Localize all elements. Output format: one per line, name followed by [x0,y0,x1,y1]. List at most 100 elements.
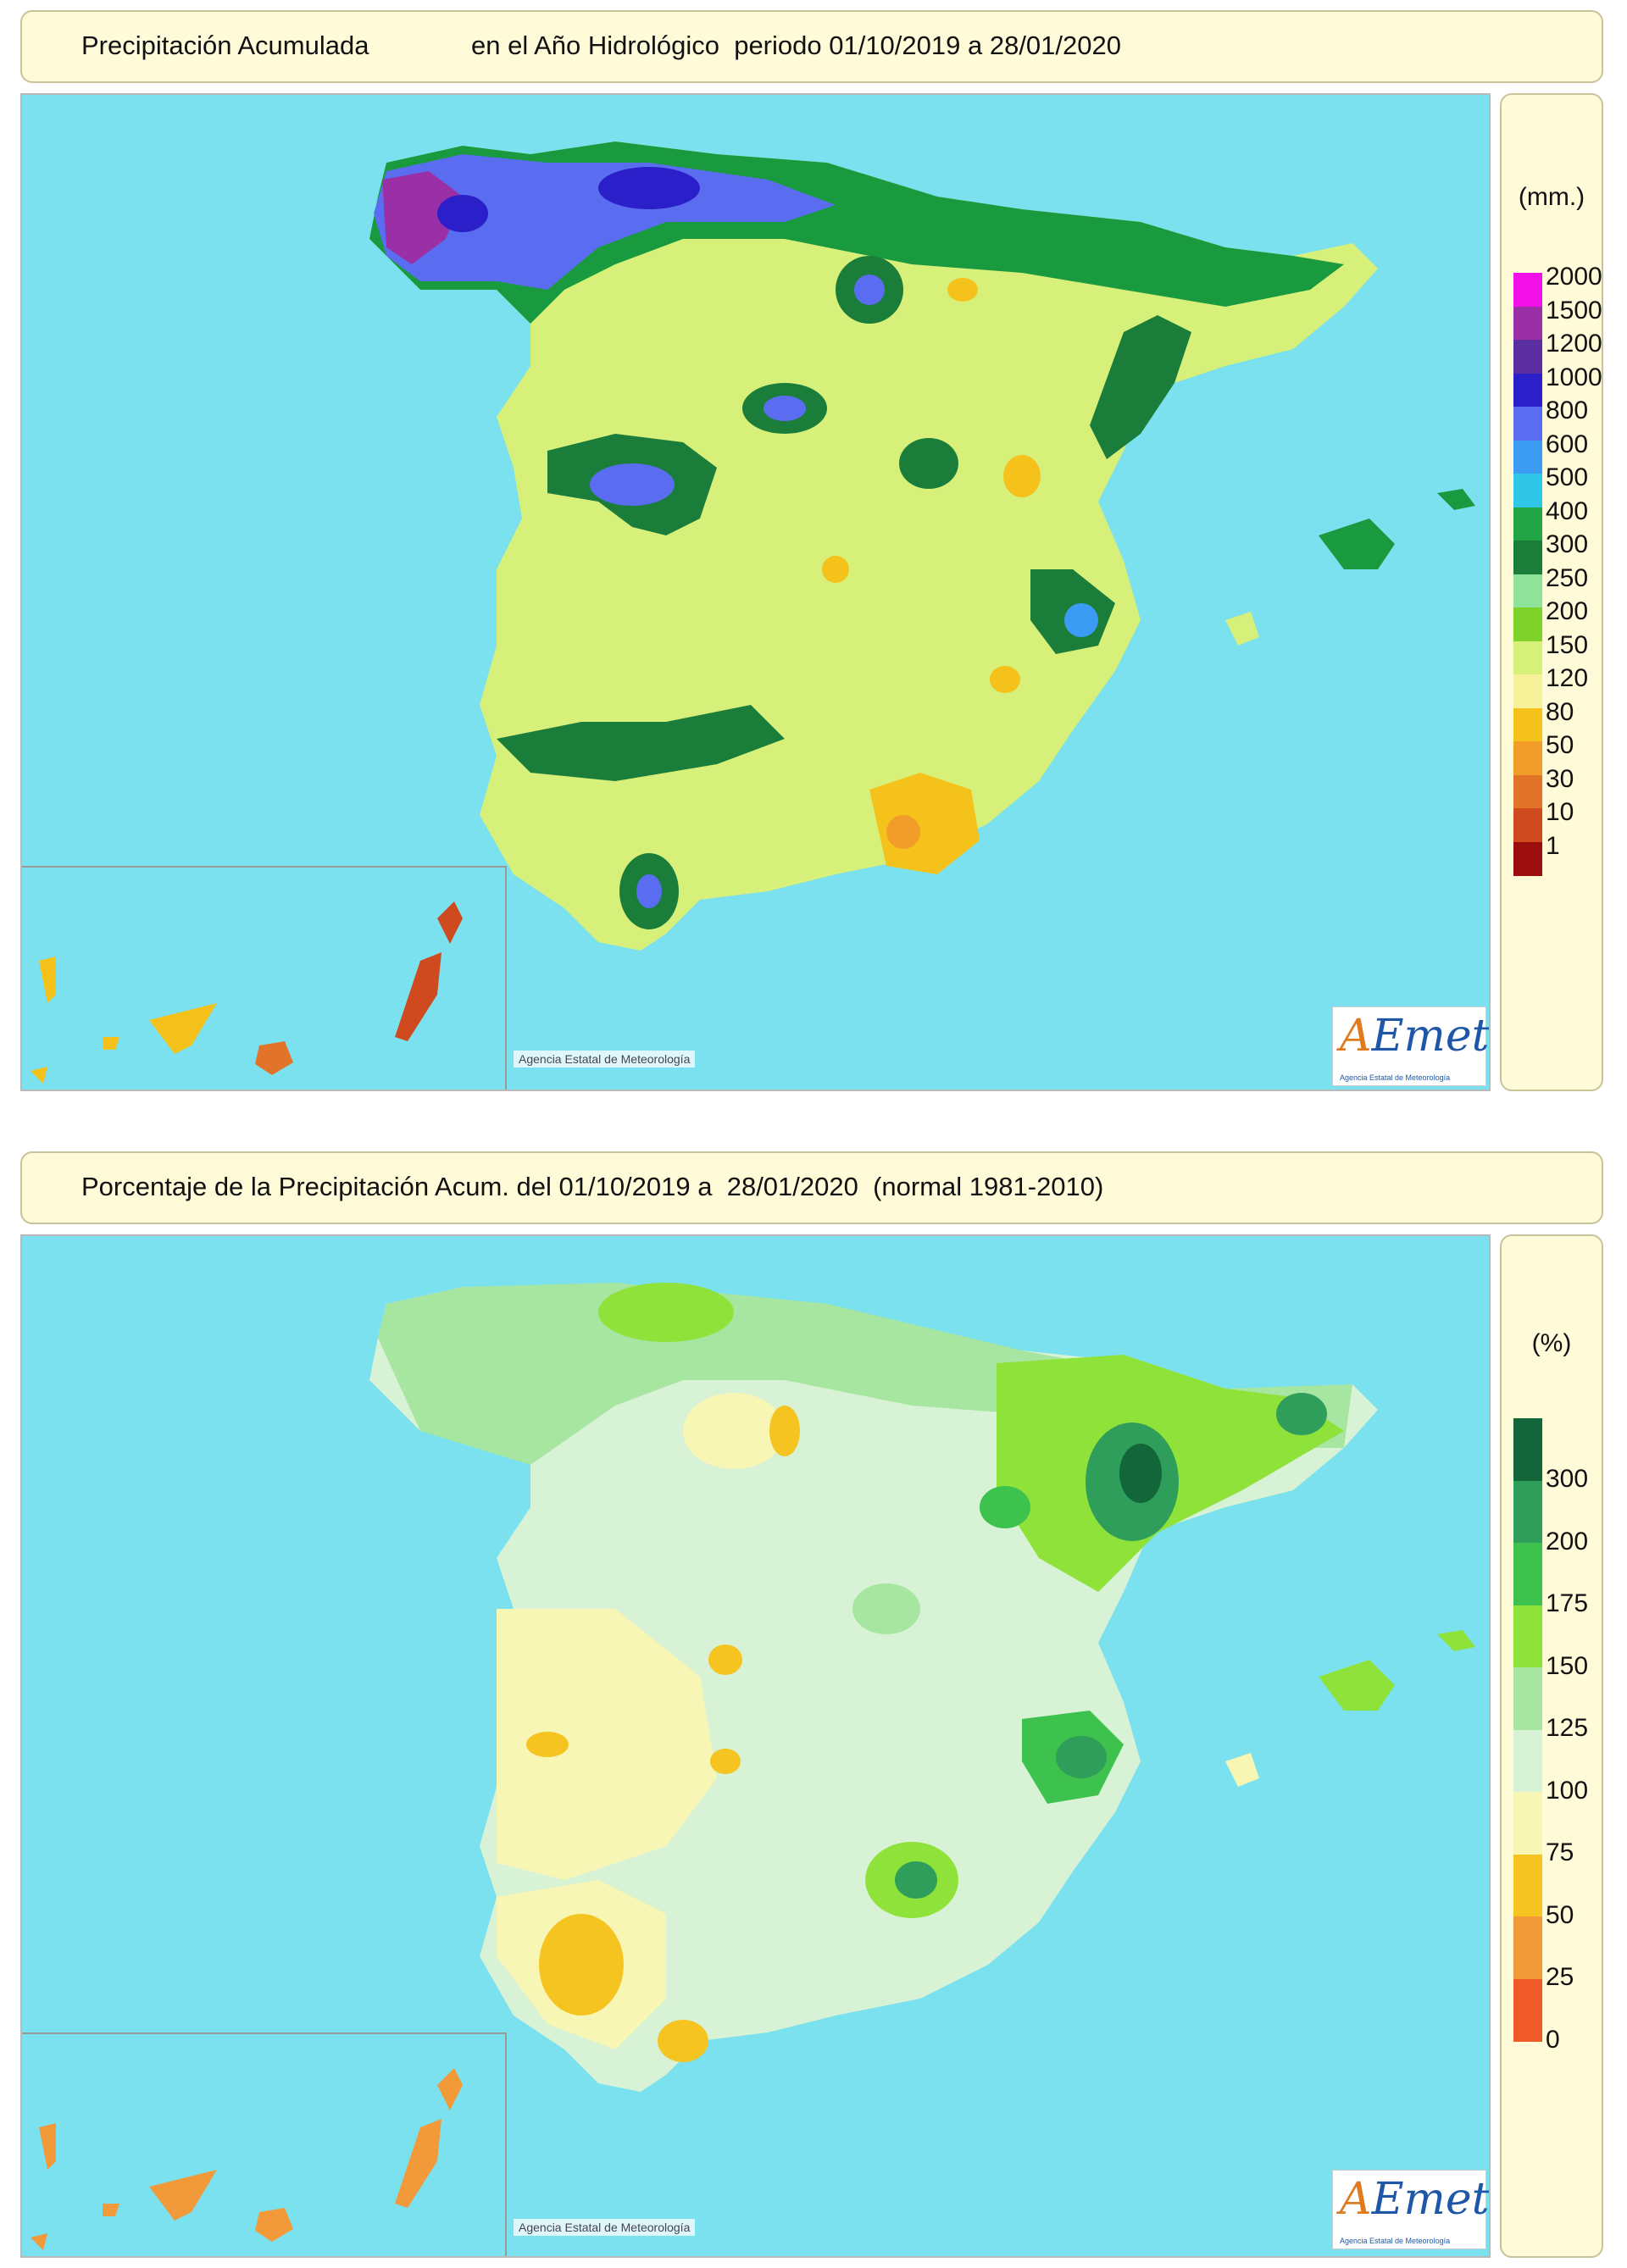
canary-islands-map [31,901,463,1084]
extremadura-dry [708,1644,742,1675]
legend-label: 25 [1546,1963,1574,1991]
legend-label: 300 [1546,1465,1589,1493]
gran-canaria [255,2208,293,2242]
mancha-dry [822,556,849,583]
valencia-core [1056,1736,1107,1778]
fuerteventura [395,2119,441,2208]
menorca [1437,1630,1475,1651]
legend-label: 125 [1546,1714,1589,1742]
legend-swatch [1513,1480,1542,1544]
legend-swatch [1513,340,1542,374]
legend-swatch [1513,674,1542,708]
legend-swatch [1513,1792,1542,1855]
east-coast [1090,315,1191,459]
legend-label: 50 [1546,1900,1574,1929]
legend-label: 1500 [1546,296,1602,324]
legend-label: 2000 [1546,263,1602,291]
credit-label: Agencia Estatal de Meteorología [514,2219,696,2236]
tenerife [149,1003,217,1054]
legend-swatch [1513,273,1542,307]
title-bar: Porcentaje de la Precipitación Acum. del… [20,1151,1603,1224]
legend-label: 300 [1546,530,1589,558]
percentage-panel: Porcentaje de la Precipitación Acum. del… [0,1140,1627,2268]
sevilla-dry [710,1749,741,1774]
galicia-peak [437,195,488,232]
legend-label: 600 [1546,430,1589,458]
albacete-dry [990,666,1020,693]
legend-swatch [1513,1978,1542,2042]
legend-swatch [1513,1543,1542,1605]
legend-swatch [1513,741,1542,775]
la-gomera [103,2204,119,2216]
legend-swatch [1513,373,1542,408]
valencia-core [1064,603,1098,637]
el-hierro [31,1067,47,1084]
legend-label: 175 [1546,1589,1589,1617]
murcia-dry [869,773,980,874]
la-palma [39,2123,56,2170]
galicia-core [382,171,463,264]
legend-swatch [1513,474,1542,507]
iberia-percent-map [369,1283,1475,2092]
legend-swatch [1513,1605,1542,1668]
mallorca [1319,1660,1395,1711]
granada-core [895,1861,937,1899]
legend-label: 1200 [1546,330,1602,358]
legend-swatch [1513,607,1542,641]
lanzarote [437,901,463,944]
tenerife [149,2170,217,2221]
legend-label: 250 [1546,563,1589,592]
canary-inset [22,866,507,1090]
ibiza [1225,1753,1259,1787]
legend-swatch [1513,507,1542,541]
percentage-map: Agencia Estatal de Meteorología AEmet Ag… [20,1234,1491,2258]
legend-swatch [1513,440,1542,474]
credit-label: Agencia Estatal de Meteorología [514,1051,696,1067]
legend-label: 30 [1546,764,1574,793]
iberian-core [854,274,885,305]
gredos-core [764,396,806,421]
legend-swatch [1513,1667,1542,1730]
legend-label: 10 [1546,798,1574,826]
ebro-dry [947,278,978,302]
legend-unit: (%) [1531,1329,1572,1357]
menorca [1437,489,1475,510]
iberia-precip-map [369,141,1475,951]
meseta-dry [683,1393,785,1469]
map-subtitle: en el Año Hidrológico periodo 01/10/2019… [471,30,1121,60]
murcia-core [886,815,920,849]
canary-islands-map [31,2068,463,2250]
legend-swatch [1513,1418,1542,1481]
fuerteventura [395,952,441,1041]
legend-swatch [1513,640,1542,675]
gran-canaria [255,1041,293,1075]
legend-label: 0 [1546,2025,1560,2054]
map-title: Porcentaje de la Precipitación Acum. del… [81,1172,1104,1201]
galicia-wet [374,154,836,290]
badajoz-dry [526,1732,569,1757]
legend-swatch [1513,574,1542,608]
cantabria-core [598,167,700,209]
legend-swatch [1513,1854,1542,1917]
west-dry [497,1609,717,1880]
legend-swatch [1513,541,1542,574]
precipitation-map: Agencia Estatal de Meteorología AEmet Ag… [20,93,1491,1091]
catalonia-wet [1276,1393,1327,1435]
la-palma [39,957,56,1003]
legend-swatch [1513,841,1542,876]
aemet-logo: AEmet Agencia Estatal de Meteorología [1332,2170,1489,2249]
legend-swatch [1513,1916,1542,1979]
precipitation-panel: Precipitación Acumulada en el Año Hidrol… [0,0,1627,1101]
title-bar: Precipitación Acumulada en el Año Hidrol… [20,10,1603,83]
legend-swatch [1513,774,1542,809]
legend-label: 150 [1546,630,1589,659]
legend-label: 50 [1546,731,1574,759]
percent-legend: (%) 300 200 175 150 125 100 75 50 25 0 [1500,1234,1603,2258]
legend-label: 150 [1546,1651,1589,1680]
legend-swatch [1513,306,1542,341]
legend-label: 80 [1546,697,1574,726]
cuenca-spot [899,438,958,489]
central-wet [590,463,675,506]
canary-inset [22,2032,507,2256]
legend-label: 75 [1546,1838,1574,1866]
